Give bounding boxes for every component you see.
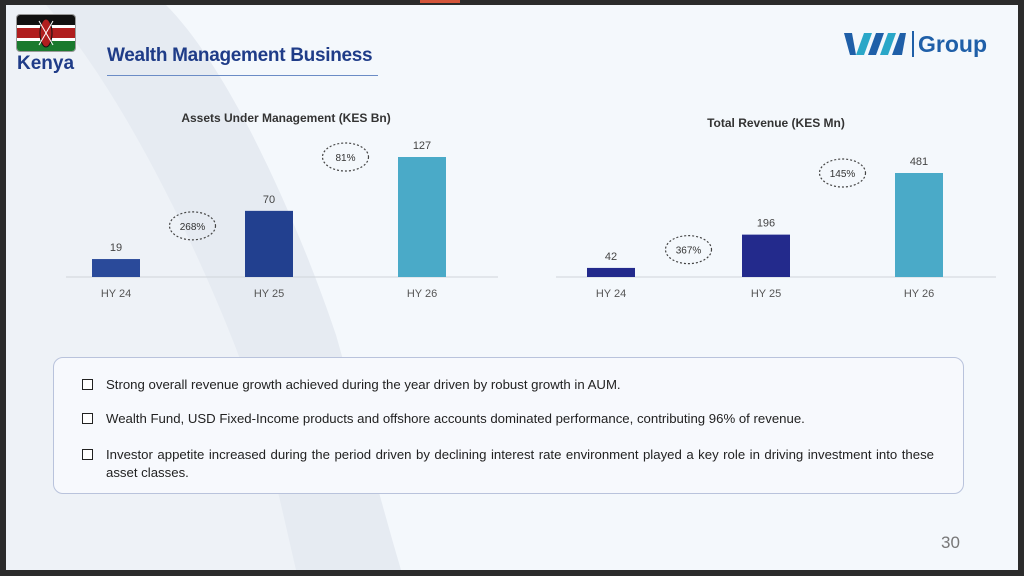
note-text: Strong overall revenue growth achieved d… bbox=[106, 377, 621, 392]
im-group-logo-icon bbox=[844, 31, 914, 57]
data-label: 70 bbox=[263, 194, 275, 206]
growth-label: 367% bbox=[676, 246, 702, 257]
growth-circle bbox=[818, 158, 867, 188]
bar bbox=[587, 267, 635, 277]
note-text: Wealth Fund, USD Fixed-Income products a… bbox=[106, 411, 805, 426]
note-item: Wealth Fund, USD Fixed-Income products a… bbox=[82, 410, 934, 428]
bar bbox=[742, 234, 790, 277]
checkbox-bullet-icon bbox=[82, 413, 93, 424]
growth-label: 145% bbox=[830, 169, 856, 180]
aum-chart: Assets Under Management (KES Bn) 19 HY 24 7… bbox=[66, 105, 506, 310]
aum-chart-svg: Assets Under Management (KES Bn) 19 HY 24 7… bbox=[66, 111, 498, 300]
note-text: Investor appetite increased during the p… bbox=[106, 447, 934, 480]
x-tick-label: HY 24 bbox=[101, 288, 131, 300]
bar bbox=[245, 210, 293, 277]
growth-label: 81% bbox=[335, 153, 355, 164]
title-underline bbox=[107, 75, 378, 76]
bar bbox=[398, 157, 446, 277]
growth-circle bbox=[664, 235, 713, 265]
data-label: 19 bbox=[110, 242, 122, 254]
data-label: 481 bbox=[910, 156, 928, 168]
data-label: 42 bbox=[605, 251, 617, 263]
slide-title: Wealth Management Business bbox=[107, 45, 373, 66]
growth-label: 268% bbox=[180, 222, 206, 233]
page-number: 30 bbox=[941, 533, 960, 552]
note-item: Strong overall revenue growth achieved d… bbox=[82, 376, 934, 394]
x-tick-label: HY 26 bbox=[407, 288, 437, 300]
x-tick-label: HY 26 bbox=[904, 288, 934, 300]
bar bbox=[895, 173, 943, 277]
window-accent-bar bbox=[420, 0, 460, 3]
chart-title: Total Revenue (KES Mn) bbox=[707, 116, 845, 130]
chart-title: Assets Under Management (KES Bn) bbox=[181, 111, 390, 125]
x-tick-label: HY 25 bbox=[751, 288, 781, 300]
note-item: Investor appetite increased during the p… bbox=[82, 446, 934, 482]
key-points-box: Strong overall revenue growth achieved d… bbox=[53, 357, 964, 494]
slide: Kenya Wealth Management Business Group A… bbox=[6, 5, 1018, 570]
kenya-flag-icon bbox=[16, 14, 76, 52]
checkbox-bullet-icon bbox=[82, 379, 93, 390]
revenue-chart-svg: Total Revenue (KES Mn) 42 HY 24 196 HY 25 481… bbox=[546, 116, 996, 300]
x-tick-label: HY 24 bbox=[596, 288, 626, 300]
x-tick-label: HY 25 bbox=[254, 288, 284, 300]
country-label: Kenya bbox=[17, 53, 75, 74]
data-label: 196 bbox=[757, 218, 775, 230]
data-label: 127 bbox=[413, 140, 431, 152]
logo-group-text: Group bbox=[918, 31, 987, 57]
revenue-chart: Total Revenue (KES Mn) 42 HY 24 196 HY 25 481… bbox=[546, 105, 996, 310]
growth-circle bbox=[321, 142, 370, 172]
bar bbox=[92, 259, 140, 277]
growth-circle bbox=[168, 211, 217, 241]
checkbox-bullet-icon bbox=[82, 449, 93, 460]
